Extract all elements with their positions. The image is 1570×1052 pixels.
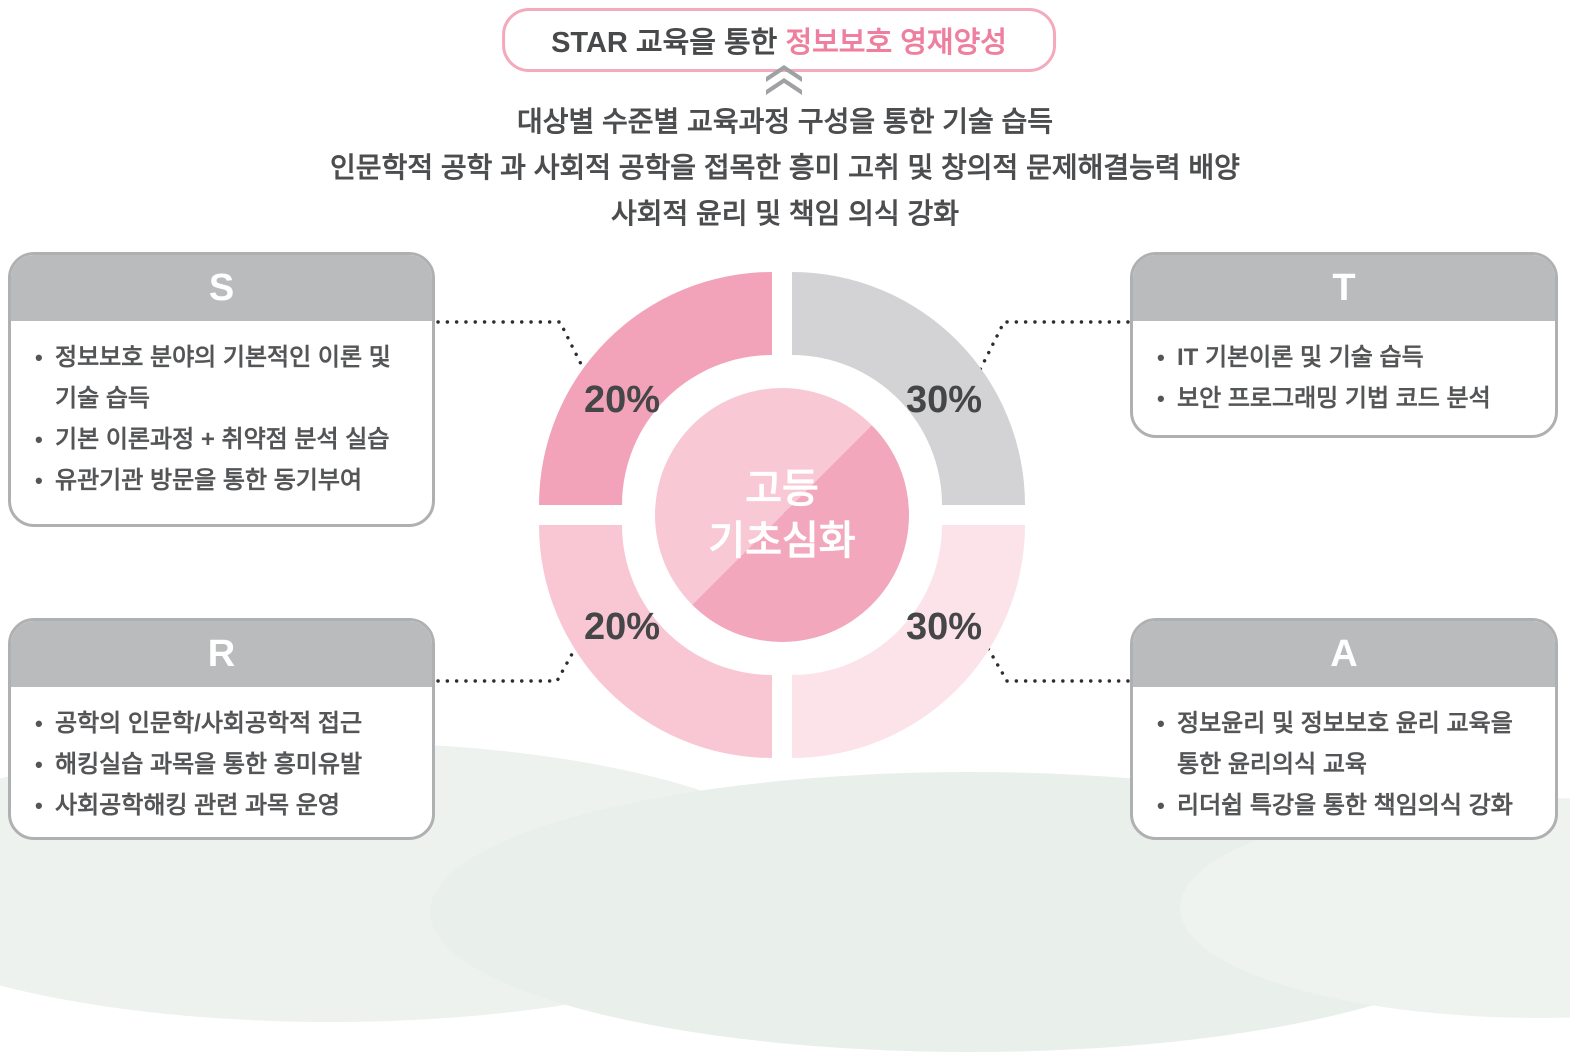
- card-a-bullet-1: 정보윤리 및 정보보호 윤리 교육을 통한 윤리의식 교육: [1155, 703, 1537, 785]
- card-s-header: S: [11, 255, 432, 321]
- donut-center-circle: [655, 388, 909, 642]
- connector-s: [436, 320, 590, 380]
- segment-label-r: 20%: [584, 606, 660, 648]
- card-r: R 공학의 인문학/사회공학적 접근 해킹실습 과목을 통한 흥미유발 사회공학…: [8, 618, 435, 840]
- card-a-header: A: [1133, 621, 1555, 687]
- card-r-body: 공학의 인문학/사회공학적 접근 해킹실습 과목을 통한 흥미유발 사회공학해킹…: [11, 687, 432, 836]
- subtitle-block: 대상별 수준별 교육과정 구성을 통한 기술 습득 인문학적 공학 과 사회적 …: [0, 99, 1570, 237]
- card-r-bullet-2: 해킹실습 과목을 통한 흥미유발: [33, 744, 414, 785]
- card-s-bullet-2: 기본 이론과정 + 취약점 분석 실습: [33, 419, 414, 460]
- subtitle-line-1: 대상별 수준별 교육과정 구성을 통한 기술 습득: [516, 106, 1054, 137]
- segment-label-a: 30%: [906, 606, 982, 648]
- card-r-bullet-3: 사회공학해킹 관련 과목 운영: [33, 785, 414, 826]
- title-highlight-text: 정보보호 영재양성: [785, 27, 1007, 59]
- card-t-header: T: [1133, 255, 1555, 321]
- connector-a: [979, 634, 1130, 683]
- title-text: STAR 교육을 통한: [551, 27, 786, 59]
- card-a: A 정보윤리 및 정보보호 윤리 교육을 통한 윤리의식 교육 리더쉽 특강을 …: [1130, 618, 1558, 840]
- card-t-bullet-1: IT 기본이론 및 기술 습득: [1155, 337, 1537, 378]
- segment-label-s: 20%: [584, 379, 660, 421]
- card-r-header: R: [11, 621, 432, 687]
- donut-segment-r: [539, 525, 772, 758]
- card-t-body: IT 기본이론 및 기술 습득 보안 프로그래밍 기법 코드 분석: [1133, 321, 1555, 429]
- card-a-body: 정보윤리 및 정보보호 윤리 교육을 통한 윤리의식 교육 리더쉽 특강을 통한…: [1133, 687, 1555, 836]
- connector-t: [974, 320, 1130, 380]
- segment-label-t: 30%: [906, 379, 982, 421]
- subtitle-line-3: 사회적 윤리 및 책임 의식 강화: [610, 198, 960, 229]
- donut-segment-t: [792, 272, 1025, 505]
- donut-center-label-line2: 기초심화: [708, 519, 855, 563]
- card-a-bullet-2: 리더쉽 특강을 통한 책임의식 강화: [1155, 785, 1537, 826]
- subtitle-line-2: 인문학적 공학 과 사회적 공학을 접목한 흥미 고취 및 창의적 문제해결능력…: [330, 152, 1240, 183]
- card-s-body: 정보보호 분야의 기본적인 이론 및 기술 습득 기본 이론과정 + 취약점 분…: [11, 321, 432, 511]
- card-s-bullet-3: 유관기관 방문을 통한 동기부여: [33, 460, 414, 501]
- card-r-bullet-1: 공학의 인문학/사회공학적 접근: [33, 703, 414, 744]
- star-donut-chart: 20% 30% 30% 20% 고등 기초심화: [436, 272, 1130, 758]
- double-chevron-up-icon: [764, 63, 804, 102]
- card-t-bullet-2: 보안 프로그래밍 기법 코드 분석: [1155, 378, 1537, 419]
- card-s-bullet-1: 정보보호 분야의 기본적인 이론 및 기술 습득: [33, 337, 414, 419]
- donut-segment-s: [539, 272, 772, 505]
- donut-center-label-line1: 고등: [745, 467, 819, 511]
- connector-r: [436, 634, 584, 683]
- card-t: T IT 기본이론 및 기술 습득 보안 프로그래밍 기법 코드 분석: [1130, 252, 1558, 438]
- donut-segment-a: [792, 525, 1025, 758]
- card-s: S 정보보호 분야의 기본적인 이론 및 기술 습득 기본 이론과정 + 취약점…: [8, 252, 435, 527]
